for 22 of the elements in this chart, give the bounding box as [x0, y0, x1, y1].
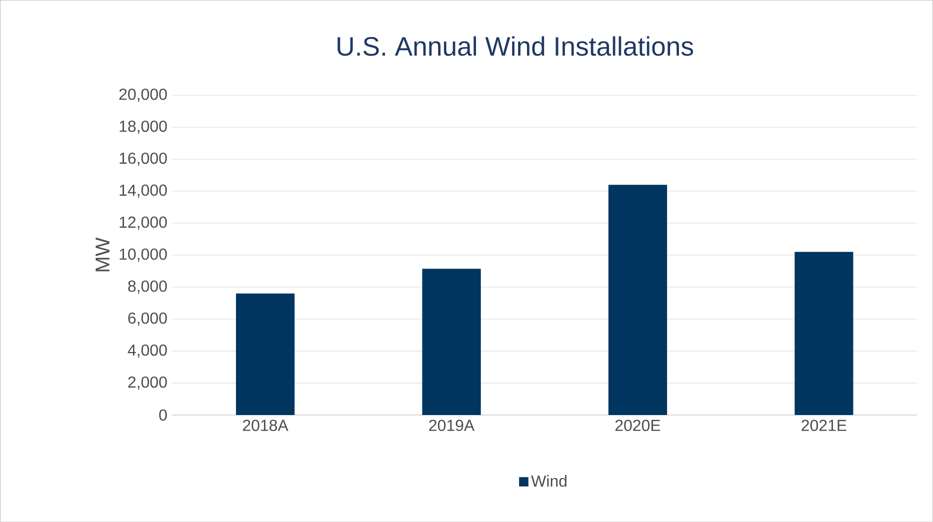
x-tick-label: 2019A: [429, 420, 475, 431]
y-tick-label: 2,000: [128, 376, 167, 390]
bar: [608, 184, 668, 415]
bar: [422, 268, 481, 415]
x-tick-label: 2021E: [802, 420, 846, 431]
y-tick-label: 6,000: [128, 312, 167, 326]
y-tick-label: 18,000: [120, 120, 167, 134]
y-tick-label: 16,000: [120, 152, 167, 166]
y-tick-label: 10,000: [120, 248, 167, 262]
y-tick-label: 4,000: [128, 344, 167, 358]
y-tick-label: 12,000: [120, 216, 167, 230]
chart-title: U.S. Annual Wind Installations: [338, 36, 694, 56]
y-tick-label: 20,000: [119, 88, 167, 102]
x-tick-label: 2018A: [242, 420, 288, 431]
y-tick-label: 0: [159, 409, 167, 421]
legend-label: Wind: [531, 474, 566, 487]
y-axis-title: MW: [96, 237, 110, 272]
bar: [794, 252, 854, 415]
x-tick-label: 2020E: [615, 420, 660, 431]
y-tick-label: 14,000: [120, 184, 167, 198]
y-tick-label: 8,000: [128, 280, 167, 294]
bar: [236, 293, 295, 415]
